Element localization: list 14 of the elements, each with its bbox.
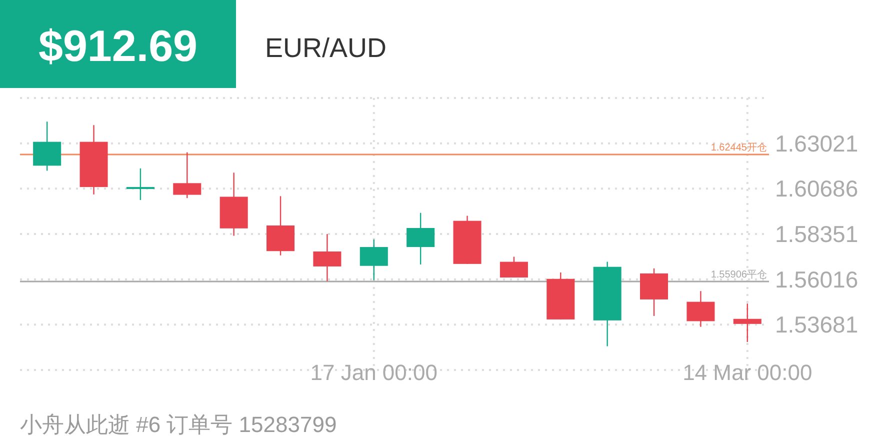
text: $912.69: [38, 22, 198, 71]
y-tick-label: 1.56016: [775, 266, 858, 292]
candlestick: [733, 302, 762, 343]
y-tick-label: 1.63021: [775, 130, 858, 156]
ref-line-label: 1.62445开仓: [710, 142, 767, 154]
x-tick-label: 14 Mar 00:00: [682, 360, 812, 385]
y-tick-label: 1.58351: [775, 221, 858, 247]
candlestick: [126, 168, 154, 201]
ref-line-label: 1.55906平仓: [710, 268, 767, 280]
text: 小舟从此逝 #6 订单号 15283799: [20, 412, 337, 437]
chart-title: EUR/AUD: [265, 33, 387, 63]
y-tick-label: 1.53681: [775, 312, 858, 338]
y-tick-label: 1.60686: [775, 176, 858, 202]
x-tick-label: 17 Jan 00:00: [310, 360, 438, 385]
